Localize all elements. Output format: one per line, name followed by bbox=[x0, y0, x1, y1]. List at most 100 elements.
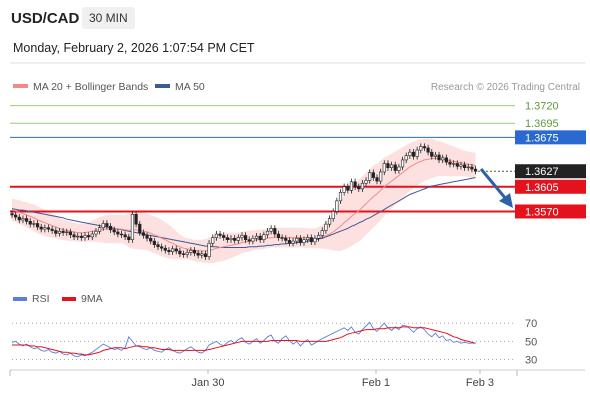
rsi-tick-label-30: 30 bbox=[525, 354, 537, 366]
ma20-legend-label: MA 20 + Bollinger Bands bbox=[33, 81, 148, 93]
candle bbox=[21, 215, 25, 224]
candle bbox=[123, 231, 127, 241]
candle bbox=[353, 178, 357, 190]
candle bbox=[149, 235, 153, 245]
candle bbox=[320, 227, 324, 239]
candle bbox=[39, 223, 43, 233]
candle bbox=[225, 234, 229, 243]
candle bbox=[291, 237, 295, 247]
candle bbox=[379, 168, 383, 185]
candle bbox=[46, 224, 51, 233]
ma50-line bbox=[11, 177, 476, 248]
rsi-ma9-line bbox=[12, 326, 476, 356]
candle bbox=[211, 234, 215, 247]
bollinger-band-layer bbox=[12, 138, 476, 263]
candle bbox=[295, 235, 299, 245]
candle bbox=[462, 161, 467, 171]
rsi-legend-label: RSI bbox=[32, 293, 50, 305]
candle bbox=[94, 228, 98, 238]
candle bbox=[196, 249, 200, 259]
level-label-0: 1.3720 bbox=[525, 101, 559, 113]
candle bbox=[32, 220, 36, 228]
rsi-tick-label-70: 70 bbox=[525, 318, 537, 330]
candle bbox=[116, 228, 120, 238]
candle bbox=[287, 237, 292, 247]
candle bbox=[404, 152, 408, 164]
candle bbox=[382, 160, 386, 176]
candle bbox=[338, 189, 343, 205]
candles-layer bbox=[10, 143, 478, 260]
rsi-line bbox=[11, 321, 476, 358]
ma9-legend-label: 9MA bbox=[81, 293, 103, 305]
candle bbox=[207, 240, 211, 260]
candle bbox=[298, 235, 302, 246]
candle bbox=[306, 234, 310, 243]
candle bbox=[335, 197, 339, 215]
level-badge-3 bbox=[515, 164, 586, 179]
candle bbox=[35, 220, 40, 231]
candle bbox=[141, 229, 146, 239]
candle bbox=[437, 151, 441, 164]
candle bbox=[357, 183, 361, 193]
candle bbox=[459, 161, 463, 170]
candle bbox=[415, 146, 419, 160]
candle bbox=[108, 223, 113, 233]
candle bbox=[138, 221, 142, 236]
bollinger-band bbox=[12, 138, 476, 263]
candle bbox=[156, 241, 160, 250]
candle bbox=[50, 225, 54, 234]
candle bbox=[273, 225, 277, 238]
candle bbox=[309, 234, 313, 245]
candle bbox=[254, 233, 259, 242]
candle bbox=[87, 232, 91, 241]
candle bbox=[181, 250, 186, 258]
level-label-5: 1.3570 bbox=[525, 206, 559, 218]
candle bbox=[119, 230, 124, 238]
ma50-legend-swatch bbox=[155, 84, 170, 88]
candle bbox=[203, 250, 208, 260]
candle bbox=[349, 178, 354, 194]
copyright-text: Research © 2026 Trading Central bbox=[431, 82, 580, 93]
candle bbox=[422, 143, 427, 152]
candle bbox=[375, 174, 379, 185]
candle bbox=[105, 220, 109, 230]
candle bbox=[430, 149, 434, 160]
ma20-line bbox=[11, 158, 476, 252]
candle bbox=[364, 177, 368, 187]
candle bbox=[145, 232, 149, 242]
candle bbox=[189, 247, 193, 256]
candle bbox=[251, 235, 255, 245]
level-badge-2 bbox=[515, 130, 586, 145]
candle bbox=[178, 247, 182, 257]
candle bbox=[214, 230, 219, 241]
candle bbox=[134, 211, 138, 228]
candle bbox=[112, 226, 116, 236]
candle bbox=[130, 211, 135, 243]
candle bbox=[473, 165, 478, 175]
candle bbox=[236, 234, 240, 244]
candle bbox=[72, 231, 76, 241]
candle bbox=[408, 149, 412, 159]
candle bbox=[163, 245, 167, 254]
candle bbox=[389, 161, 394, 171]
candle bbox=[160, 243, 164, 252]
ma50-legend-label: MA 50 bbox=[175, 81, 205, 93]
candle bbox=[386, 160, 390, 171]
x-tick-label-0: Jan 30 bbox=[191, 377, 224, 389]
candle bbox=[83, 232, 87, 241]
candle bbox=[24, 215, 29, 225]
candle bbox=[28, 218, 32, 228]
candle bbox=[393, 161, 397, 174]
ma20-legend-swatch bbox=[13, 84, 28, 88]
symbol-title: USD/CAD bbox=[11, 10, 80, 27]
candle bbox=[448, 158, 452, 168]
candle bbox=[452, 160, 456, 168]
candle bbox=[10, 210, 14, 219]
candle bbox=[302, 236, 306, 246]
candle bbox=[466, 163, 470, 171]
timeframe-button[interactable]: 30 MIN bbox=[82, 7, 135, 29]
candle bbox=[331, 208, 335, 222]
candle bbox=[444, 154, 448, 166]
level-label-3: 1.3627 bbox=[525, 166, 559, 178]
candle bbox=[152, 237, 156, 248]
